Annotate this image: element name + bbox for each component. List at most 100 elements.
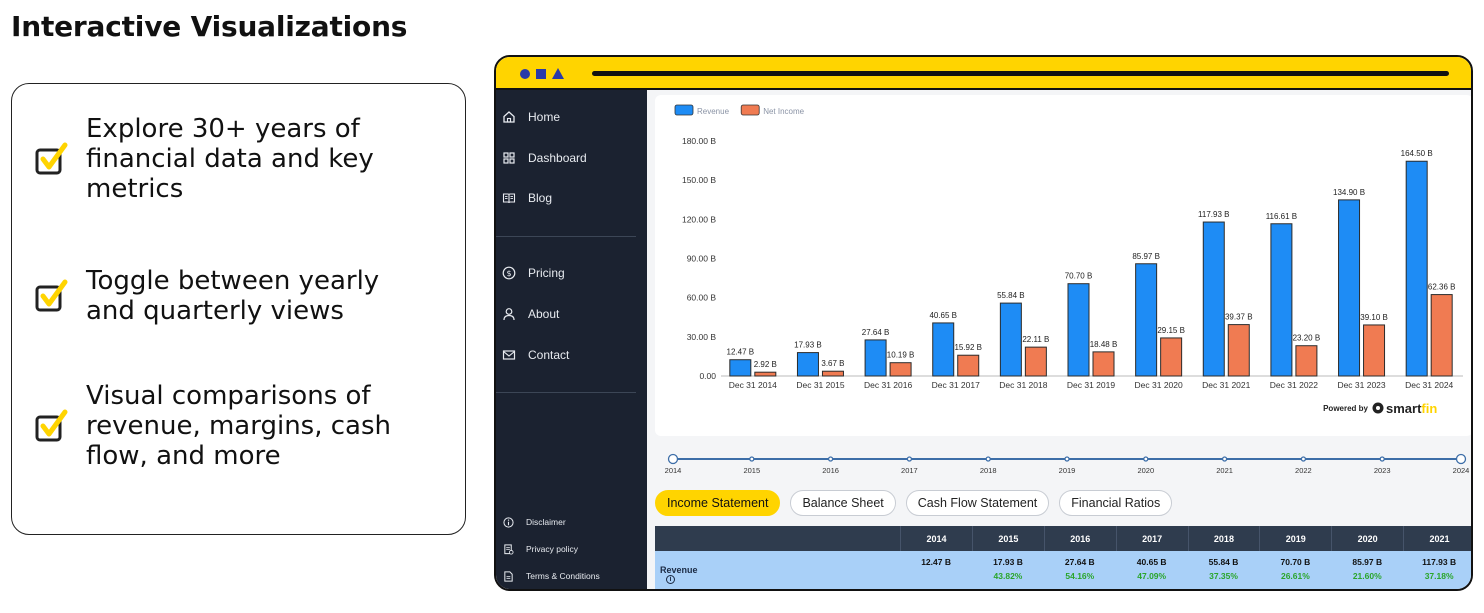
powered-by-label: Powered by xyxy=(1323,404,1368,413)
feature-text: Toggle between yearly and quarterly view… xyxy=(86,266,380,326)
square-icon xyxy=(536,69,546,79)
checkbox-check-icon xyxy=(34,409,68,443)
table-cell: 117.93 B 37.18% xyxy=(1403,551,1471,589)
data-label: 10.19 B xyxy=(887,351,915,360)
info-icon[interactable]: i xyxy=(666,575,675,584)
bar xyxy=(1363,324,1386,377)
y-tick-label: 120.00 B xyxy=(682,214,716,224)
tab-cash-flow-statement[interactable]: Cash Flow Statement xyxy=(905,490,1050,516)
bar xyxy=(1160,337,1183,377)
data-label: 29.15 B xyxy=(1157,326,1185,335)
sidebar-item-contact[interactable]: Contact xyxy=(502,348,569,362)
bar xyxy=(1202,221,1225,377)
timeline-handle[interactable] xyxy=(1455,453,1467,465)
sidebar-item-about[interactable]: About xyxy=(502,307,559,321)
cell-value: 27.64 B xyxy=(1064,557,1095,567)
svg-text:$: $ xyxy=(506,269,511,278)
cell-value: 117.93 B xyxy=(1422,557,1457,567)
bar xyxy=(1024,346,1047,377)
x-tick-label: Dec 31 2016 xyxy=(864,380,912,390)
growth-value: 21.60% xyxy=(1352,571,1382,581)
sidebar-item-terms[interactable]: Terms & Conditions xyxy=(502,570,600,582)
circle-icon xyxy=(520,69,530,79)
legend-label: Net Income xyxy=(763,107,804,116)
sidebar-item-label: Blog xyxy=(528,191,553,205)
table-header-cell: 2020 xyxy=(1331,526,1403,551)
sidebar-item-label: Pricing xyxy=(528,266,565,280)
table-cell: 17.93 B 43.82% xyxy=(972,551,1044,589)
sidebar-item-home[interactable]: Home xyxy=(502,110,560,124)
checkbox-check-icon xyxy=(34,279,68,313)
data-label: 116.61 B xyxy=(1266,212,1297,221)
sidebar: Home Dashboard Blog $ Pricing About Cont… xyxy=(496,90,647,589)
smartfin-brand: smartfin xyxy=(1386,401,1437,416)
tab-financial-ratios[interactable]: Financial Ratios xyxy=(1059,490,1173,516)
growth-value: 37.35% xyxy=(1209,571,1238,581)
feature-text: Visual comparisons of revenue, margins, … xyxy=(86,381,392,471)
table-cell: 12.47 B xyxy=(900,551,972,589)
data-label: 164.50 B xyxy=(1401,149,1433,158)
timeline-tick xyxy=(906,456,913,462)
address-bar xyxy=(592,71,1449,76)
sidebar-item-dashboard[interactable]: Dashboard xyxy=(502,151,587,165)
sidebar-item-blog[interactable]: Blog xyxy=(502,191,552,205)
data-label: 3.67 B xyxy=(821,359,844,368)
sidebar-item-label: Disclaimer xyxy=(526,517,566,527)
timeline-tick xyxy=(1300,456,1307,462)
x-tick-label: Dec 31 2020 xyxy=(1135,380,1183,390)
x-tick-label: Dec 31 2021 xyxy=(1202,380,1250,390)
checkbox-check-icon xyxy=(34,142,68,176)
y-tick-label: 90.00 B xyxy=(687,254,717,264)
smartfin-logo-icon xyxy=(1376,406,1380,410)
timeline-track[interactable]: 2014 2015 2016 2017 2018 2019 2020 2021 2022 2023… xyxy=(655,449,1473,485)
book-icon xyxy=(502,191,516,205)
data-label: 39.10 B xyxy=(1360,313,1388,322)
timeline-year-label: 2017 xyxy=(901,466,918,475)
table-header-cell: 2018 xyxy=(1187,526,1260,551)
timeline-tick xyxy=(827,456,834,462)
growth-value: 37.18% xyxy=(1424,571,1454,581)
sidebar-item-label: Privacy policy xyxy=(526,544,578,554)
sidebar-divider xyxy=(496,236,636,237)
x-tick-label: Dec 31 2018 xyxy=(999,380,1047,390)
table-cell: 55.84 B 37.35% xyxy=(1188,551,1260,589)
timeline-tick xyxy=(1064,456,1070,462)
timeline-handle[interactable] xyxy=(667,453,679,465)
bar xyxy=(1295,345,1318,377)
timeline-tick xyxy=(985,456,991,462)
cell-value: 12.47 B xyxy=(921,557,951,567)
timeline-year-label: 2018 xyxy=(980,466,997,475)
bar xyxy=(889,362,912,377)
year-range-slider[interactable]: 2014 2015 2016 2017 2018 2019 2020 2021 2022 2023… xyxy=(655,449,1473,485)
bar xyxy=(1405,160,1428,377)
document-icon xyxy=(502,543,514,555)
feature-item: Explore 30+ years of financial data and … xyxy=(34,114,436,204)
bar xyxy=(932,322,955,377)
y-tick-label: 30.00 B xyxy=(687,332,717,342)
bar xyxy=(821,370,844,377)
chart-card: Revenue Net Income 0.00 30.00 B 60.00 B 90.00… xyxy=(655,95,1471,436)
sidebar-item-privacy[interactable]: Privacy policy xyxy=(502,543,578,555)
financial-table: 2014 2015 2016 2017 2018 2019 2020 2021 Revenue… xyxy=(655,526,1471,589)
bar xyxy=(1227,324,1250,377)
table-cell: 27.64 B 54.16% xyxy=(1044,551,1116,589)
info-icon xyxy=(502,516,514,528)
sidebar-item-disclaimer[interactable]: Disclaimer xyxy=(502,516,566,528)
x-tick-label: Dec 31 2024 xyxy=(1405,380,1453,390)
x-tick-label: Dec 31 2019 xyxy=(1067,380,1115,390)
dollar-icon: $ xyxy=(502,266,516,280)
sidebar-item-pricing[interactable]: $ Pricing xyxy=(502,266,565,280)
cell-value: 40.65 B xyxy=(1136,557,1167,567)
data-label: 15.92 B xyxy=(954,343,982,352)
cell-value: 70.70 B xyxy=(1280,557,1311,567)
legend-label: Revenue xyxy=(697,107,730,116)
table-header-cell: 2019 xyxy=(1259,526,1331,551)
tab-income-statement[interactable]: Income Statement xyxy=(655,490,781,516)
page-title: Interactive Visualizations xyxy=(11,10,408,43)
bar xyxy=(729,359,752,377)
statement-tabs: Income Statement Balance Sheet Cash Flow… xyxy=(655,490,1173,516)
data-label: 40.65 B xyxy=(929,311,957,320)
timeline-year-label: 2019 xyxy=(1059,466,1076,475)
tab-balance-sheet[interactable]: Balance Sheet xyxy=(790,490,896,516)
table-header-cell: 2014 xyxy=(900,526,972,551)
